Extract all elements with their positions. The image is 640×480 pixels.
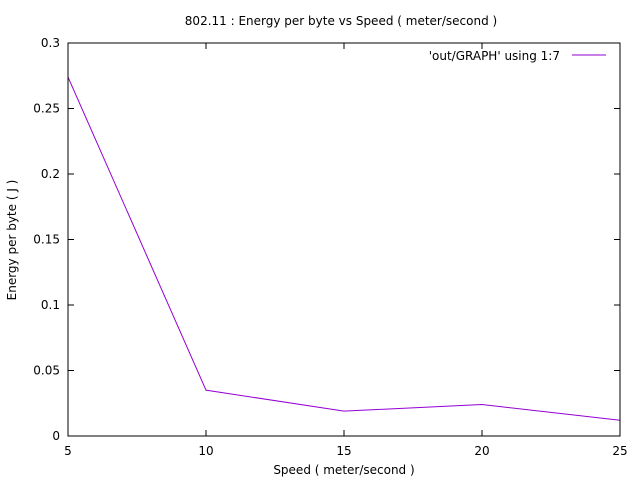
series-line [67,76,621,421]
data-point [343,410,345,412]
y-tick-label: 0 [52,429,60,443]
data-point [205,389,207,391]
y-tick-label: 0.05 [33,364,60,378]
x-tick-label: 5 [64,444,72,458]
x-tick-label: 25 [612,444,627,458]
y-axis-ticks: 0 0.05 0.1 0.15 0.2 0.25 0.3 [33,36,620,443]
x-tick-label: 20 [474,444,489,458]
y-tick-label: 0.2 [41,167,60,181]
y-axis-label: Energy per byte ( J ) [5,180,19,301]
data-point [481,404,483,406]
y-tick-label: 0.15 [33,233,60,247]
plot-frame [67,42,621,437]
legend: 'out/GRAPH' using 1:7 [429,49,606,63]
x-axis-label: Speed ( meter/second ) [273,463,414,477]
x-tick-label: 10 [198,444,213,458]
chart-title: 802.11 : Energy per byte vs Speed ( mete… [185,14,497,28]
y-tick-label: 0.1 [41,298,60,312]
series-group [67,76,621,421]
x-axis-ticks: 5 10 15 20 25 [64,43,628,458]
y-tick-label: 0.3 [41,36,60,50]
legend-entry-label: 'out/GRAPH' using 1:7 [429,49,560,63]
y-tick-label: 0.25 [33,102,60,116]
x-tick-label: 15 [336,444,351,458]
